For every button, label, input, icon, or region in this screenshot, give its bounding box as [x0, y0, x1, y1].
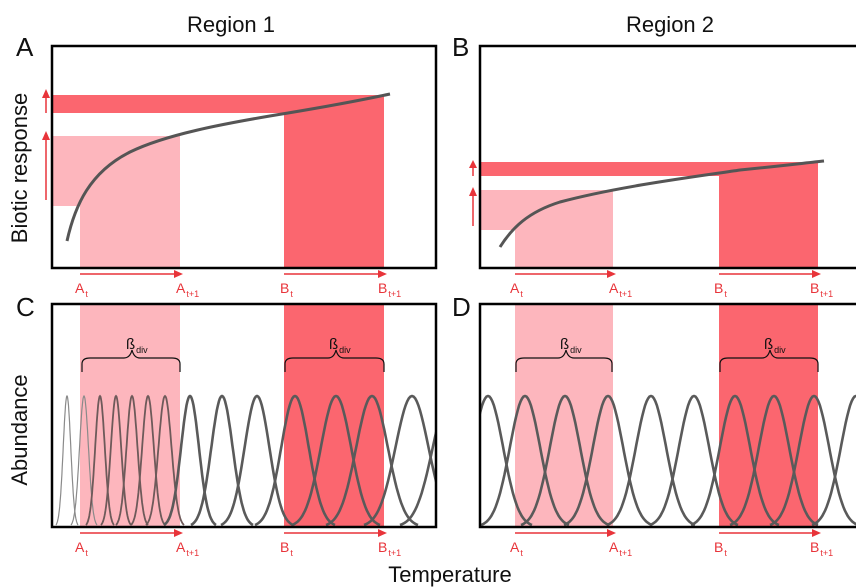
panel-b-arrow-a-head — [469, 187, 477, 196]
panel-b-arrow-at-head — [607, 270, 616, 278]
panel-d-tick-bt: Bt — [714, 539, 727, 558]
panel-c-arrow-bt-head — [378, 529, 387, 537]
panel-c-tick-at1: At+1 — [176, 539, 199, 558]
panel-d-species-curves — [480, 394, 856, 527]
panel-b-response-curve — [498, 159, 825, 248]
panel-a-response-band-a — [52, 136, 180, 206]
species-curve — [70, 394, 98, 526]
panel-b-tick-at1: At+1 — [609, 280, 632, 299]
panel-c-beta-b: ßdiv — [329, 336, 351, 355]
species-curve — [220, 394, 294, 527]
species-curve — [729, 394, 819, 527]
panel-d-tick-at1: At+1 — [609, 539, 632, 558]
panel-a-tick-bt1: Bt+1 — [378, 280, 401, 299]
panel-c-frame — [50, 302, 438, 529]
panel-c-arrow-at-head — [174, 529, 183, 537]
species-curve — [163, 394, 217, 527]
panel-d: ßdiv ßdiv — [478, 302, 856, 529]
panel-a-arrow-at-head — [174, 270, 183, 278]
species-curve — [690, 394, 780, 527]
panel-b-x-markers: At At+1 Bt Bt+1 — [510, 270, 833, 299]
panel-d-letter: D — [452, 292, 471, 322]
species-curve — [55, 394, 79, 526]
panel-a-tick-at: At — [75, 280, 88, 299]
panel-a-x-markers: At At+1 Bt Bt+1 — [75, 270, 401, 299]
panel-a-frame — [50, 44, 438, 270]
species-curve — [85, 394, 115, 526]
panel-d-band-a — [515, 304, 613, 527]
species-curve — [325, 394, 419, 527]
species-curve — [649, 394, 739, 527]
panel-a-band-b — [284, 113, 384, 268]
panel-a-letter: A — [16, 32, 34, 62]
panel-a-response-band-b — [52, 95, 384, 113]
species-curve — [606, 394, 696, 527]
panel-b — [469, 44, 856, 270]
region-2-title: Region 2 — [626, 12, 714, 37]
panel-a — [42, 44, 438, 270]
species-curve — [363, 394, 436, 527]
species-curve — [399, 427, 436, 527]
panel-c: ßdiv ßdiv — [50, 302, 438, 529]
species-curve — [520, 394, 610, 527]
panel-d-arrow-bt-head — [812, 529, 821, 537]
panel-b-tick-at: At — [510, 280, 523, 299]
panel-d-frame — [478, 302, 856, 529]
panel-b-tick-bt1: Bt+1 — [810, 280, 833, 299]
species-curve — [769, 394, 856, 527]
panel-a-tick-bt: Bt — [280, 280, 293, 299]
panel-b-letter: B — [452, 32, 469, 62]
panel-c-brace-a — [81, 349, 181, 372]
panel-d-beta-a: ßdiv — [560, 336, 582, 355]
species-curve — [100, 394, 132, 526]
panel-b-tick-bt: Bt — [714, 280, 727, 299]
panel-b-frame — [478, 44, 856, 270]
panel-b-arrow-b-head — [469, 160, 477, 168]
panel-a-arrow-bt-head — [378, 270, 387, 278]
panel-a-arrow-b-head — [42, 89, 50, 98]
panel-b-band-b — [719, 174, 818, 268]
species-curve — [115, 394, 149, 526]
panel-d-x-markers: At At+1 Bt Bt+1 — [510, 529, 833, 558]
region-1-title: Region 1 — [187, 12, 275, 37]
species-curve — [480, 394, 533, 527]
panel-c-tick-at: At — [75, 539, 88, 558]
panel-c-band-b — [284, 304, 384, 527]
panel-d-tick-at: At — [510, 539, 523, 558]
panel-c-brace-b — [284, 349, 385, 372]
species-curve — [480, 394, 570, 527]
species-curve — [190, 394, 254, 527]
panel-a-tick-at1: At+1 — [176, 280, 199, 299]
panel-d-brace-a — [515, 349, 613, 372]
species-curve — [563, 394, 653, 527]
temperature-label: Temperature — [388, 562, 512, 587]
panel-b-response-band-a — [480, 190, 613, 230]
panel-b-response-band-b — [480, 162, 818, 176]
panel-d-arrow-at-head — [607, 529, 616, 537]
panel-c-x-markers: At At+1 Bt Bt+1 — [75, 529, 401, 558]
panel-d-brace-b — [719, 349, 819, 372]
species-curve — [291, 394, 381, 527]
panel-c-beta-a: ßdiv — [126, 336, 148, 355]
panel-d-beta-b: ßdiv — [764, 336, 786, 355]
species-curve — [811, 394, 856, 527]
panel-c-tick-bt: Bt — [280, 539, 293, 558]
species-curve — [130, 394, 166, 526]
panel-a-arrow-a-head — [42, 131, 50, 140]
species-curve — [145, 394, 185, 526]
panel-c-tick-bt1: Bt+1 — [378, 539, 401, 558]
panel-d-band-b — [719, 304, 818, 527]
panel-d-tick-bt1: Bt+1 — [810, 539, 833, 558]
biotic-response-label: Biotic response — [7, 93, 32, 243]
species-curve — [254, 394, 336, 527]
panel-c-species-curves — [55, 394, 436, 527]
panel-a-response-curve — [65, 92, 391, 242]
panel-c-letter: C — [16, 292, 35, 322]
panel-b-arrow-bt-head — [812, 270, 821, 278]
abundance-label: Abundance — [7, 374, 32, 485]
